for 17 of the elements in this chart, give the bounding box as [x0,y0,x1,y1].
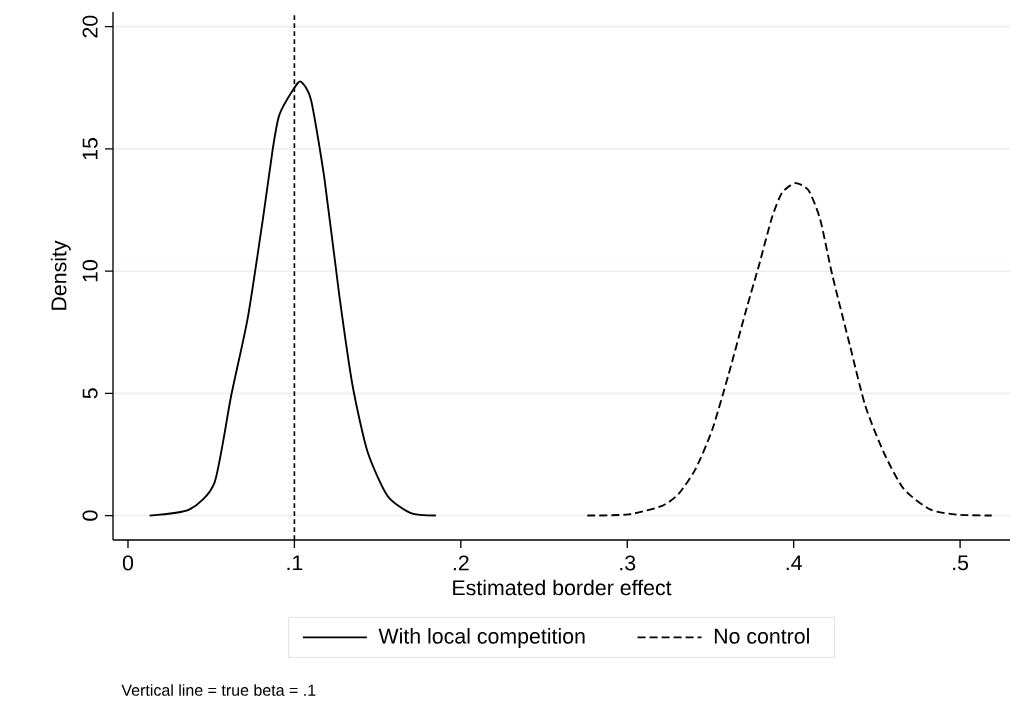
x-tick-label: .3 [620,555,636,571]
text: Vertical line = true beta = .1 [121,684,316,696]
y-tick-label: 20 [82,15,98,38]
legend-label: No control [714,628,809,644]
line-series [586,182,993,517]
y-tick-label: 15 [82,137,98,160]
x-tick-label: 0 [122,555,134,571]
x-axis-title: Estimated border effect [453,579,672,596]
y-axis-title: Density [50,240,71,310]
y-tick-label: 10 [82,260,98,282]
x-tick-label: .4 [786,555,802,571]
legend-label: With local competition [378,628,585,648]
y-tick-label: 5 [82,388,98,399]
x-tick-label: .1 [287,555,303,571]
x-tick-label: .2 [453,555,469,571]
y-tick-label: 0 [82,510,98,521]
x-tick-label: .5 [953,555,969,571]
